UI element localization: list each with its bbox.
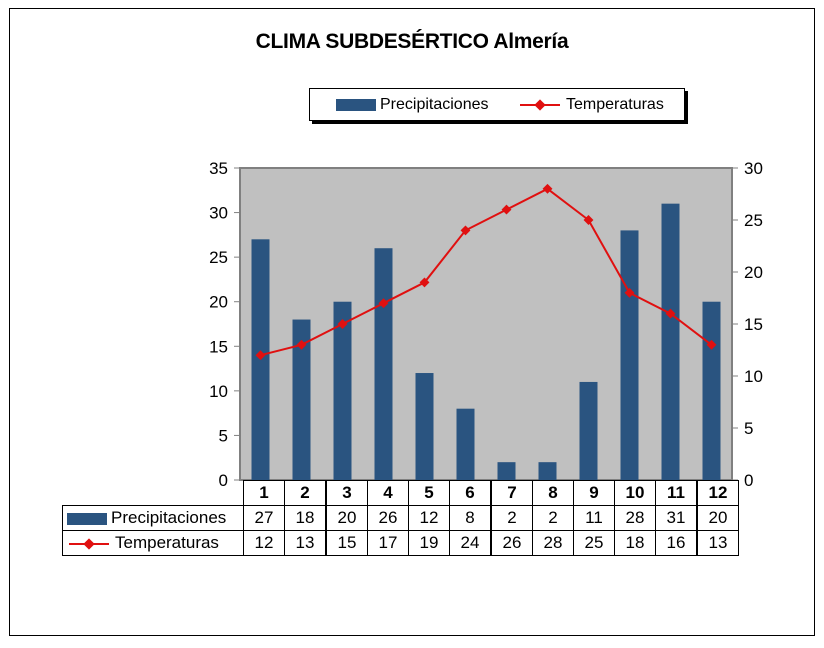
point-temperaturas [337, 319, 348, 329]
table-cell-temperaturas: 24 [449, 530, 492, 556]
table-cell-temperaturas: 13 [696, 530, 739, 556]
table-cell-precipitaciones: 20 [696, 505, 739, 531]
table-cell-precipitaciones: 12 [408, 505, 450, 531]
right-axis-tick-label: 10 [744, 367, 763, 386]
table-cell-temperaturas: 16 [655, 530, 698, 556]
table-cell-temperaturas: 15 [325, 530, 368, 556]
bar-precipitaciones [538, 462, 557, 480]
data-table-label-precipitaciones: Precipitaciones [62, 505, 244, 531]
table-line-swatch [69, 537, 109, 550]
table-cell-temperaturas: 13 [284, 530, 327, 556]
table-cell-precipitaciones: 18 [284, 505, 327, 531]
legend-item-temperaturas: Temperaturas [518, 89, 664, 120]
table-cell-temperaturas: 26 [490, 530, 533, 556]
row-label-text: Precipitaciones [111, 508, 227, 527]
table-cell-precipitaciones: 27 [243, 505, 285, 531]
left-axis-tick-label: 35 [209, 159, 228, 178]
point-temperaturas [706, 339, 717, 350]
left-axis-tick-label: 5 [219, 426, 228, 445]
legend-line-swatch [520, 98, 560, 111]
table-category-cell: 11 [655, 480, 698, 506]
table-category-cell: 6 [449, 480, 492, 506]
legend: Precipitaciones Temperaturas [309, 88, 685, 121]
point-temperaturas [296, 339, 307, 350]
table-cell-temperaturas: 28 [532, 530, 574, 556]
point-temperaturas [542, 183, 553, 194]
bar-precipitaciones [579, 381, 598, 480]
point-temperaturas [665, 308, 676, 319]
table-cell-precipitaciones: 20 [325, 505, 368, 531]
table-cell-precipitaciones: 31 [655, 505, 698, 531]
left-axis-tick-label: 15 [209, 337, 228, 356]
point-temperaturas [460, 225, 471, 236]
table-category-cell: 9 [573, 480, 615, 506]
legend-label-precipitaciones: Precipitaciones [380, 95, 489, 113]
right-axis-tick-label: 30 [744, 159, 763, 178]
bar-precipitaciones [374, 248, 393, 480]
point-temperaturas [255, 350, 266, 361]
data-table-label-temperaturas: Temperaturas [62, 530, 244, 556]
table-cell-temperaturas: 17 [367, 530, 409, 556]
right-axis-tick-label: 15 [744, 315, 763, 334]
data-table-row-temperaturas: Temperaturas 12 13 15 17 19 24 26 28 25 18 16 13 [62, 530, 739, 556]
table-category-cell: 3 [325, 480, 368, 506]
point-temperaturas [419, 277, 430, 288]
data-table-header-row: 1 2 3 4 5 6 7 8 9 10 11 12 [62, 480, 739, 506]
legend-bar-swatch [336, 98, 376, 111]
table-cell-temperaturas: 12 [243, 530, 285, 556]
table-cell-precipitaciones: 26 [367, 505, 409, 531]
table-category-cell: 12 [696, 480, 739, 506]
chart-title: CLIMA SUBDESÉRTICO Almería [255, 30, 569, 53]
bar-precipitaciones [661, 203, 680, 480]
bar-precipitaciones [292, 319, 311, 480]
bar-precipitaciones [456, 408, 475, 480]
point-temperaturas [583, 215, 594, 225]
left-axis-tick-label: 30 [209, 204, 228, 223]
line-temperaturas [260, 187, 713, 357]
table-cell-precipitaciones: 11 [573, 505, 615, 531]
row-label-text: Temperaturas [115, 533, 219, 552]
table-category-cell: 4 [367, 480, 409, 506]
point-temperaturas [501, 204, 512, 215]
data-table: 1 2 3 4 5 6 7 8 9 10 11 12 Precipitaciones 27 18 20 26… [62, 480, 739, 556]
point-temperaturas [378, 298, 389, 309]
data-table-corner [62, 480, 244, 506]
right-axis-tick-label: 5 [744, 419, 753, 438]
plot-area [239, 167, 733, 481]
table-bar-swatch [67, 512, 107, 525]
right-axis-tick-label: 20 [744, 263, 763, 282]
point-temperaturas [624, 287, 635, 298]
table-category-cell: 7 [490, 480, 533, 506]
right-axis-tick-label: 25 [744, 211, 763, 230]
table-cell-temperaturas: 18 [614, 530, 656, 556]
legend-label-temperaturas: Temperaturas [566, 95, 664, 113]
left-axis-tick-label: 25 [209, 248, 228, 267]
left-axis-tick-label: 20 [209, 293, 228, 312]
left-axis-tick-label: 10 [209, 382, 228, 401]
bar-precipitaciones [620, 230, 639, 480]
table-category-cell: 10 [614, 480, 656, 506]
table-cell-precipitaciones: 2 [532, 505, 574, 531]
right-axis-tick-label: 0 [744, 471, 753, 490]
table-category-cell: 8 [532, 480, 574, 506]
data-table-row-precipitaciones: Precipitaciones 27 18 20 26 12 8 2 2 11 28 31 20 [62, 505, 739, 531]
table-cell-temperaturas: 19 [408, 530, 450, 556]
bar-precipitaciones [415, 373, 434, 480]
bar-precipitaciones [333, 301, 352, 480]
table-category-cell: 5 [408, 480, 450, 506]
table-category-cell: 1 [243, 480, 285, 506]
table-cell-temperaturas: 25 [573, 530, 615, 556]
bar-precipitaciones [497, 462, 516, 480]
table-category-cell: 2 [284, 480, 327, 506]
bar-precipitaciones [702, 301, 721, 480]
legend-item-precipitaciones: Precipitaciones [336, 89, 489, 120]
table-cell-precipitaciones: 2 [490, 505, 533, 531]
table-cell-precipitaciones: 8 [449, 505, 492, 531]
table-cell-precipitaciones: 28 [614, 505, 656, 531]
